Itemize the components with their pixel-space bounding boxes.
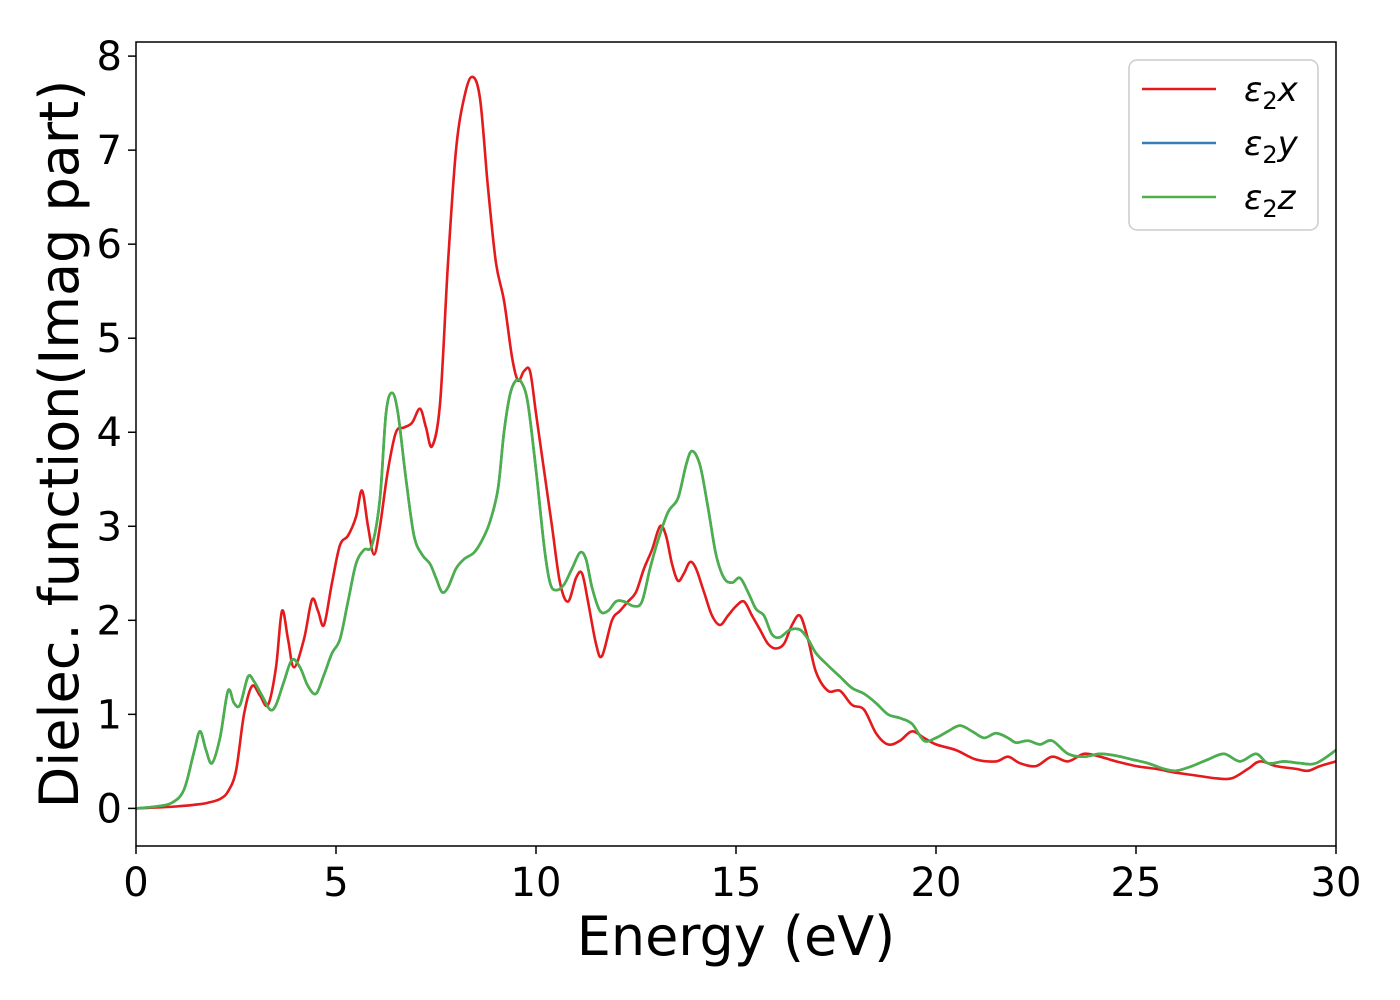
legend-label-z: ε2z (1244, 178, 1297, 223)
series-line-z (136, 378, 1336, 810)
series-line-x (136, 75, 1336, 810)
x-axis: 0 5 10 15 20 25 30 (123, 846, 1361, 906)
legend-label-x: ε2x (1244, 70, 1299, 115)
y-tick-label: 3 (97, 504, 122, 550)
x-tick-label: 30 (1311, 860, 1362, 906)
legend: ε2x ε2y ε2z (1128, 59, 1319, 231)
y-axis-label: Dielec. function(Imag part) (28, 80, 91, 809)
x-tick-label: 15 (711, 860, 762, 906)
y-tick-label: 5 (97, 316, 122, 362)
x-tick-label: 10 (511, 860, 562, 906)
x-tick-label: 0 (123, 860, 148, 906)
legend-box (1128, 59, 1319, 231)
y-axis: 0 1 2 3 4 5 6 7 8 (97, 34, 136, 832)
y-tick-label: 7 (97, 128, 122, 174)
legend-label-y: ε2y (1244, 124, 1299, 169)
y-tick-label: 6 (97, 222, 122, 268)
x-axis-label: Energy (eV) (577, 905, 896, 968)
y-tick-label: 4 (97, 410, 122, 456)
y-tick-label: 0 (97, 786, 122, 832)
series-lines (136, 75, 1336, 810)
y-tick-label: 8 (97, 34, 122, 80)
x-tick-label: 20 (911, 860, 962, 906)
x-tick-label: 5 (323, 860, 348, 906)
x-tick-label: 25 (1111, 860, 1162, 906)
y-tick-label: 1 (97, 692, 122, 738)
y-tick-label: 2 (97, 598, 122, 644)
